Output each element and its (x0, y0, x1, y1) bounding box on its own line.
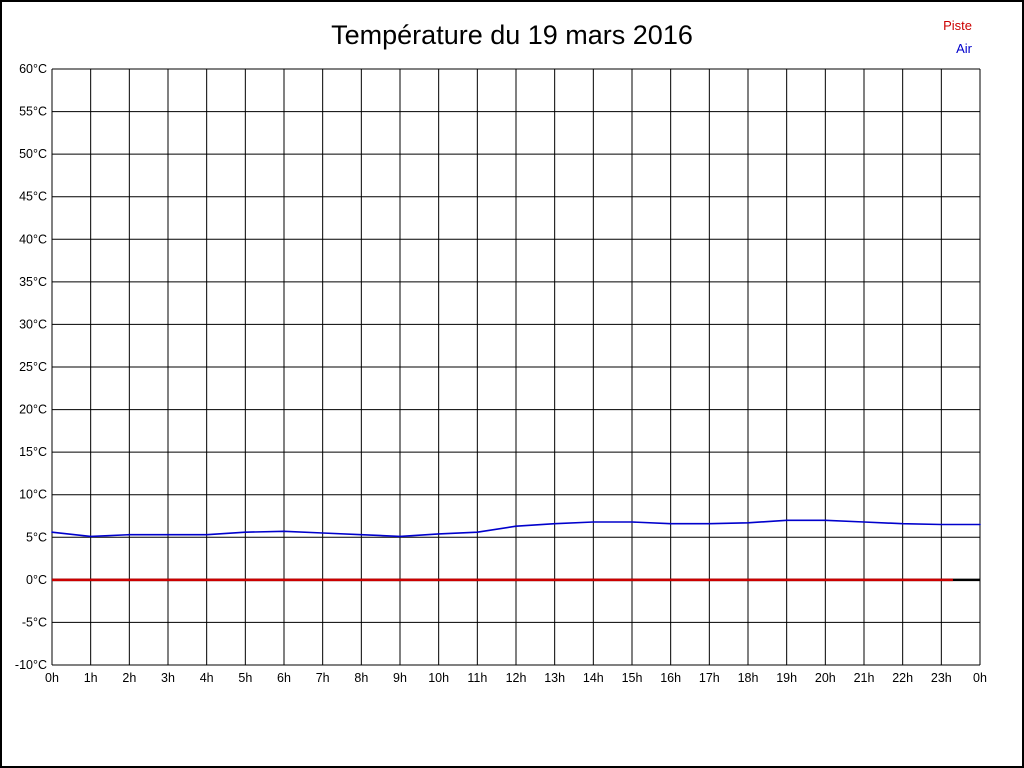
x-tick-label: 12h (506, 671, 527, 685)
y-tick-label: 0°C (26, 573, 47, 587)
y-tick-label: 50°C (19, 147, 47, 161)
x-tick-label: 4h (200, 671, 214, 685)
y-tick-label: 20°C (19, 403, 47, 417)
x-tick-label: 22h (892, 671, 913, 685)
y-tick-label: 10°C (19, 488, 47, 502)
x-tick-label: 3h (161, 671, 175, 685)
x-tick-label: 6h (277, 671, 291, 685)
x-tick-label: 1h (84, 671, 98, 685)
x-tick-label: 7h (316, 671, 330, 685)
air-series-line (51, 519, 981, 538)
y-tick-label: 40°C (19, 232, 47, 246)
y-tick-label: 30°C (19, 317, 47, 331)
y-tick-label: 60°C (19, 62, 47, 76)
chart-title: Température du 19 mars 2016 (331, 20, 693, 50)
x-tick-label: 9h (393, 671, 407, 685)
x-tick-label: 10h (428, 671, 449, 685)
x-tick-label: 5h (238, 671, 252, 685)
x-tick-label: 0h (45, 671, 59, 685)
y-tick-label: -10°C (15, 658, 47, 672)
x-tick-label: 19h (776, 671, 797, 685)
y-tick-label: 5°C (26, 530, 47, 544)
x-tick-label: 23h (931, 671, 952, 685)
y-tick-label: 55°C (19, 105, 47, 119)
legend: Piste Air (943, 14, 972, 60)
x-tick-label: 20h (815, 671, 836, 685)
y-tick-label: 15°C (19, 445, 47, 459)
y-tick-label: 45°C (19, 190, 47, 204)
legend-piste-label: Piste (943, 18, 972, 33)
x-tick-label: 0h (973, 671, 987, 685)
x-tick-label: 21h (854, 671, 875, 685)
x-tick-label: 16h (660, 671, 681, 685)
legend-air-label: Air (956, 41, 972, 56)
x-tick-label: 14h (583, 671, 604, 685)
y-tick-label: 35°C (19, 275, 47, 289)
x-tick-label: 15h (622, 671, 643, 685)
x-tick-label: 2h (122, 671, 136, 685)
y-tick-label: -5°C (22, 615, 47, 629)
x-tick-label: 17h (699, 671, 720, 685)
x-tick-label: 13h (544, 671, 565, 685)
x-tick-label: 18h (738, 671, 759, 685)
y-tick-label: 25°C (19, 360, 47, 374)
x-tick-label: 11h (467, 671, 487, 685)
x-tick-label: 8h (354, 671, 368, 685)
